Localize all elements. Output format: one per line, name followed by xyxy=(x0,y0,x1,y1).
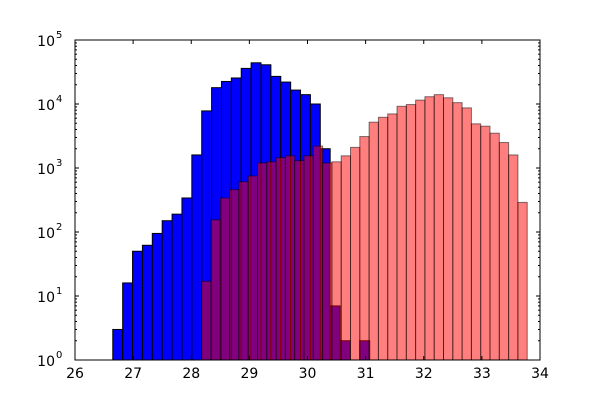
histogram-bar xyxy=(303,155,314,361)
histogram-bar xyxy=(424,96,435,361)
x-tick-label: 34 xyxy=(531,366,549,382)
histogram-bar xyxy=(284,155,296,361)
ticks-layer xyxy=(74,39,541,361)
bars-layer xyxy=(112,62,528,361)
histogram-bar xyxy=(247,175,259,361)
x-tick-label: 26 xyxy=(66,366,84,382)
histogram-bar xyxy=(498,142,510,361)
histogram-bar xyxy=(350,146,361,361)
histogram-bar xyxy=(191,154,203,361)
y-tick-label: 10 xyxy=(37,354,55,370)
x-tick-label: 30 xyxy=(299,366,317,382)
histogram-bar xyxy=(480,125,491,361)
histogram-bar xyxy=(322,162,333,361)
histogram-bar xyxy=(452,102,463,361)
histogram-bar xyxy=(312,145,324,361)
histogram-bar xyxy=(238,181,249,361)
y-tick-exponent: 4 xyxy=(56,94,62,105)
histogram-bar xyxy=(368,121,379,361)
histogram-bar xyxy=(489,132,500,361)
y-tick-exponent: 5 xyxy=(56,30,62,41)
histogram-bar xyxy=(433,94,445,361)
histogram-bar xyxy=(508,154,519,361)
x-tick-label: 28 xyxy=(182,366,200,382)
histogram-bar xyxy=(112,328,124,361)
x-tick-label: 32 xyxy=(415,366,433,382)
histogram-bar xyxy=(294,160,305,361)
histogram-bar xyxy=(387,113,398,361)
histogram-bar xyxy=(461,107,472,361)
histogram-bar xyxy=(405,104,417,361)
histogram-bar xyxy=(266,161,277,361)
y-tick-label: 10 xyxy=(37,98,55,114)
histogram-bar xyxy=(396,105,407,361)
histogram-bar xyxy=(470,123,482,361)
y-tick-exponent: 3 xyxy=(56,158,62,169)
histogram-bar xyxy=(141,244,153,361)
histogram-bar xyxy=(340,155,352,361)
histogram-bar xyxy=(443,97,454,361)
histogram-bar xyxy=(331,161,342,361)
histogram-bar xyxy=(359,136,370,361)
histogram-bar xyxy=(210,219,221,361)
series-2 xyxy=(201,94,528,361)
histogram-bar xyxy=(122,282,134,361)
histogram-bar xyxy=(377,116,389,361)
histogram-bar xyxy=(181,197,193,361)
y-tick-label: 10 xyxy=(37,34,55,50)
histogram-bar xyxy=(257,162,268,361)
y-tick-label: 10 xyxy=(37,162,55,178)
histogram-bar xyxy=(201,280,212,361)
x-tick-label: 31 xyxy=(357,366,375,382)
histogram-bar xyxy=(275,157,286,361)
y-tick-exponent: 0 xyxy=(56,350,62,361)
x-tick-label: 29 xyxy=(240,366,258,382)
histogram-bar xyxy=(132,250,143,361)
histogram-bar xyxy=(171,213,183,361)
y-tick-label: 10 xyxy=(37,290,55,306)
histogram-bar xyxy=(229,189,240,361)
histogram-bar xyxy=(415,99,426,361)
y-tick-label: 10 xyxy=(37,226,55,242)
histogram-bar xyxy=(161,220,173,361)
histogram-bar xyxy=(151,232,163,361)
x-tick-label: 27 xyxy=(124,366,142,382)
y-tick-exponent: 2 xyxy=(56,222,62,233)
histogram-bar xyxy=(517,201,528,361)
y-tick-exponent: 1 xyxy=(56,286,62,297)
histogram-bar xyxy=(219,197,231,361)
x-tick-label: 33 xyxy=(473,366,491,382)
